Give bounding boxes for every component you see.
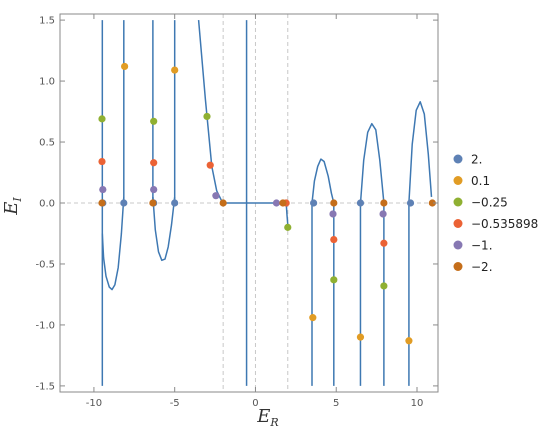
legend-swatch [453, 240, 463, 250]
data-point [150, 185, 158, 194]
curve-branch [285, 202, 289, 225]
data-point [356, 333, 365, 341]
y-tick-label: 0.0 [39, 199, 55, 210]
x-tick-label: 10 [411, 398, 424, 409]
data-point [219, 199, 227, 207]
data-point [309, 314, 317, 322]
data-point [203, 112, 211, 121]
data-point [98, 115, 106, 123]
legend-entry-label: 0.1 [471, 174, 490, 188]
data-point [284, 223, 292, 231]
y-axis-label: EI [1, 197, 24, 216]
legend-entry-label: −2. [471, 260, 493, 274]
y-tick-label: -1.0 [35, 320, 55, 331]
legend-swatch [453, 154, 463, 164]
data-point [150, 159, 158, 167]
data-point [329, 210, 337, 218]
data-point [380, 199, 388, 207]
legend: 2. 0.1 −0.25 −0.535898 −1. −2. [453, 153, 538, 274]
data-point [206, 161, 214, 169]
data-point [171, 199, 179, 207]
legend-entry-label: −0.535898 [471, 217, 538, 231]
legend-swatch [453, 197, 463, 207]
data-point [150, 117, 158, 125]
data-point [380, 282, 388, 290]
data-point [380, 239, 388, 247]
y-tick-label: 1.5 [39, 16, 55, 27]
y-tick-label: 0.5 [39, 138, 55, 149]
axis-ticks: -10 -5 0 5 10 -1.5 -1.0 -0.5 0.0 0.5 1.0 1.5 [35, 14, 438, 409]
curve-branch [408, 101, 433, 204]
data-point [212, 192, 220, 200]
curve-branch [359, 122, 385, 204]
data-point [98, 157, 106, 166]
data-point [121, 62, 129, 71]
x-axis-label: ER [256, 406, 278, 429]
legend-entry-label: −0.25 [471, 196, 508, 210]
x-tick-label: 0 [252, 398, 258, 409]
y-tick-label: -0.5 [35, 259, 55, 270]
data-point [406, 199, 415, 207]
data-point [330, 276, 338, 284]
data-point [428, 199, 436, 207]
data-point [149, 199, 157, 207]
x-tick-label: 5 [333, 398, 339, 409]
points-layer [98, 62, 436, 345]
y-tick-label: 1.0 [39, 77, 55, 88]
data-point [272, 199, 281, 207]
data-point [171, 66, 179, 74]
legend-swatch [453, 262, 463, 271]
data-point [99, 185, 107, 194]
data-point [330, 199, 338, 207]
data-point [310, 199, 318, 207]
data-point [279, 199, 287, 207]
data-point [379, 210, 387, 218]
data-point [405, 337, 413, 345]
y-tick-label: -1.5 [35, 381, 55, 392]
curve-branch [152, 196, 176, 262]
data-point [120, 199, 128, 207]
data-point [330, 235, 338, 244]
legend-entry-label: −1. [471, 239, 493, 253]
data-point [98, 199, 106, 207]
x-tick-label: -5 [170, 398, 180, 409]
legend-entry-label: 2. [471, 153, 482, 167]
x-tick-label: -10 [86, 398, 102, 409]
curve-branch [101, 196, 125, 291]
legend-swatch [453, 176, 463, 185]
curve-branch [311, 158, 335, 204]
data-point [356, 199, 365, 207]
legend-swatch [453, 219, 463, 228]
